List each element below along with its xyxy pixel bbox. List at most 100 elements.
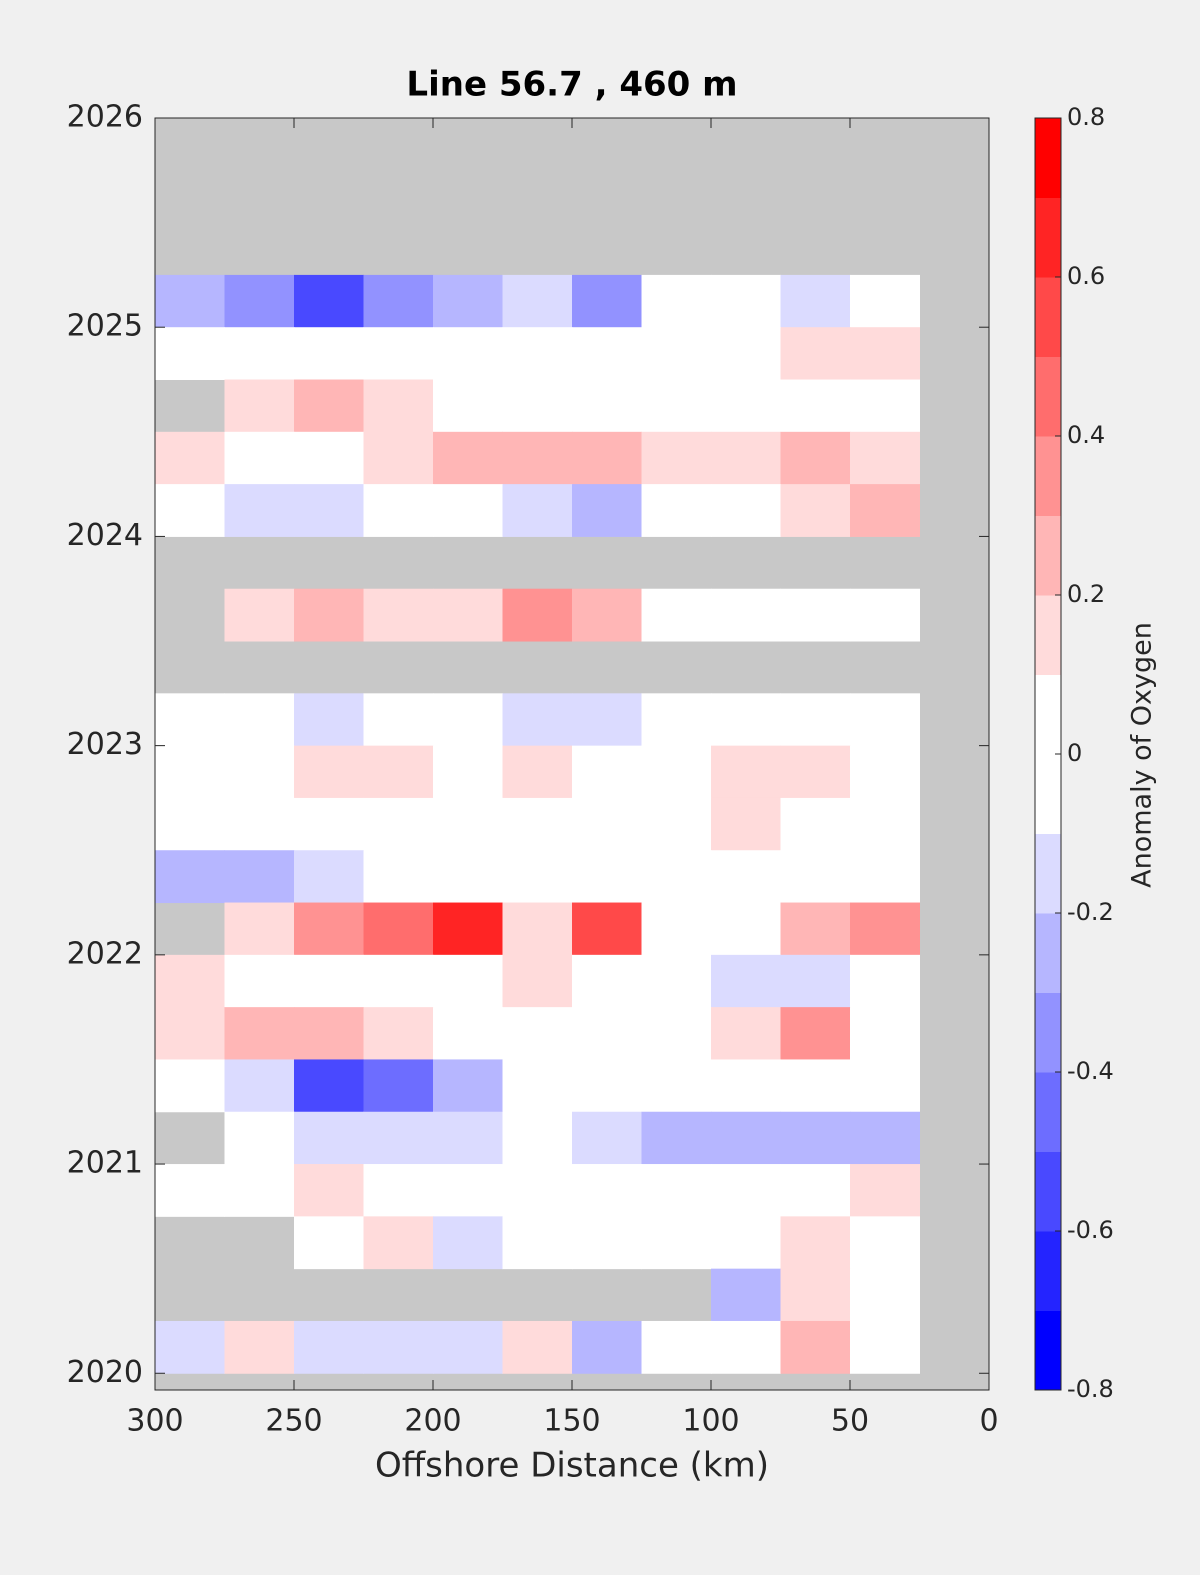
contour-cell (155, 1320, 225, 1374)
contour-cell (433, 850, 503, 904)
contour-cell (850, 745, 920, 799)
contour-cell (850, 1164, 920, 1217)
contour-cell (224, 954, 295, 1008)
colorbar-label: Anomaly of Oxygen (1127, 622, 1158, 888)
contour-cell (641, 1216, 712, 1270)
contour-cell (294, 902, 364, 956)
contour-cell (641, 1059, 712, 1113)
contour-cell (711, 1216, 781, 1270)
contour-cell (711, 588, 781, 642)
contour-cell (502, 1320, 573, 1374)
contour-cell (363, 1111, 434, 1165)
chart-title: Line 56.7 , 460 m (406, 65, 737, 105)
contour-cell (641, 1164, 712, 1217)
contour-cell (850, 1216, 920, 1270)
contour-cell (363, 954, 434, 1008)
contour-cell (433, 484, 503, 537)
colorbar-band (1035, 754, 1061, 834)
contour-cell (572, 274, 642, 328)
contour-cell (850, 902, 920, 956)
contour-cell (294, 745, 364, 799)
contour-cell (572, 1007, 642, 1060)
contour-cell (433, 797, 503, 851)
contour-cell (850, 954, 920, 1008)
x-tick-label: 50 (831, 1404, 869, 1439)
contour-cell (433, 274, 503, 328)
y-tick-label: 2020 (67, 1355, 143, 1390)
contour-cell (711, 1164, 781, 1217)
contour-cell (711, 1059, 781, 1113)
contour-cell (155, 1059, 225, 1113)
contour-cell (294, 850, 364, 904)
colorbar-band (1035, 1072, 1061, 1152)
contour-cell (433, 1111, 503, 1165)
contour-cell (780, 274, 851, 328)
contour-cell (502, 797, 573, 851)
contour-cell (850, 588, 920, 642)
contour-cell (155, 1164, 225, 1217)
contour-cell (711, 745, 781, 799)
contour-cell (155, 431, 225, 485)
contour-cell (641, 379, 712, 433)
contour-cell (711, 379, 781, 433)
contour-cell (572, 1320, 642, 1374)
contour-cell (572, 693, 642, 747)
colorbar-band (1035, 674, 1061, 755)
contour-cell (572, 1216, 642, 1270)
contour-cell (780, 327, 851, 381)
colorbar-band (1035, 1231, 1061, 1311)
contour-cell (363, 1216, 434, 1270)
contour-cell (294, 1216, 364, 1270)
contour-cell (850, 850, 920, 904)
colorbar-band (1035, 118, 1061, 198)
contour-cell (641, 1111, 712, 1165)
y-tick-label: 2021 (67, 1146, 143, 1181)
contour-cell (502, 327, 573, 381)
colorbar-band (1035, 595, 1061, 675)
contour-cell (224, 1111, 295, 1165)
contour-cell (502, 954, 573, 1008)
colorbar-band (1035, 277, 1061, 357)
contour-cell (572, 379, 642, 433)
y-tick-label: 2024 (67, 518, 143, 553)
contour-cell (224, 850, 295, 904)
contour-cell (224, 588, 295, 642)
colorbar-band (1035, 436, 1061, 516)
x-tick-label: 250 (265, 1404, 322, 1439)
colorbar-band (1035, 515, 1061, 596)
contour-cell (780, 797, 851, 851)
contour-cell (641, 1320, 712, 1374)
contour-cell (572, 797, 642, 851)
contour-cell (850, 1268, 920, 1322)
contour-cell (294, 1007, 364, 1060)
contour-cell (294, 431, 364, 485)
contour-cell (433, 1320, 503, 1374)
contour-cell (502, 1059, 573, 1113)
contour-cell (572, 327, 642, 381)
contour-cell (433, 1059, 503, 1113)
contour-cell (641, 431, 712, 485)
contour-cell (363, 693, 434, 747)
contour-cell (780, 1059, 851, 1113)
contour-cell (363, 1059, 434, 1113)
contour-cell (711, 274, 781, 328)
contour-cell (433, 588, 503, 642)
colorbar-band (1035, 1151, 1061, 1232)
contour-cell (780, 379, 851, 433)
contour-cell (711, 1320, 781, 1374)
contour-cell (780, 1320, 851, 1374)
contour-cell (850, 797, 920, 851)
contour-cell (155, 954, 225, 1008)
contour-cell (294, 327, 364, 381)
colorbar-band (1035, 992, 1061, 1073)
contour-cell (224, 1164, 295, 1217)
contour-cell (294, 797, 364, 851)
contour-cell (780, 850, 851, 904)
contour-cell (433, 1007, 503, 1060)
contour-cell (572, 902, 642, 956)
contour-cell (363, 850, 434, 904)
y-tick-label: 2023 (67, 727, 143, 762)
x-axis-label: Offshore Distance (km) (375, 1446, 769, 1486)
